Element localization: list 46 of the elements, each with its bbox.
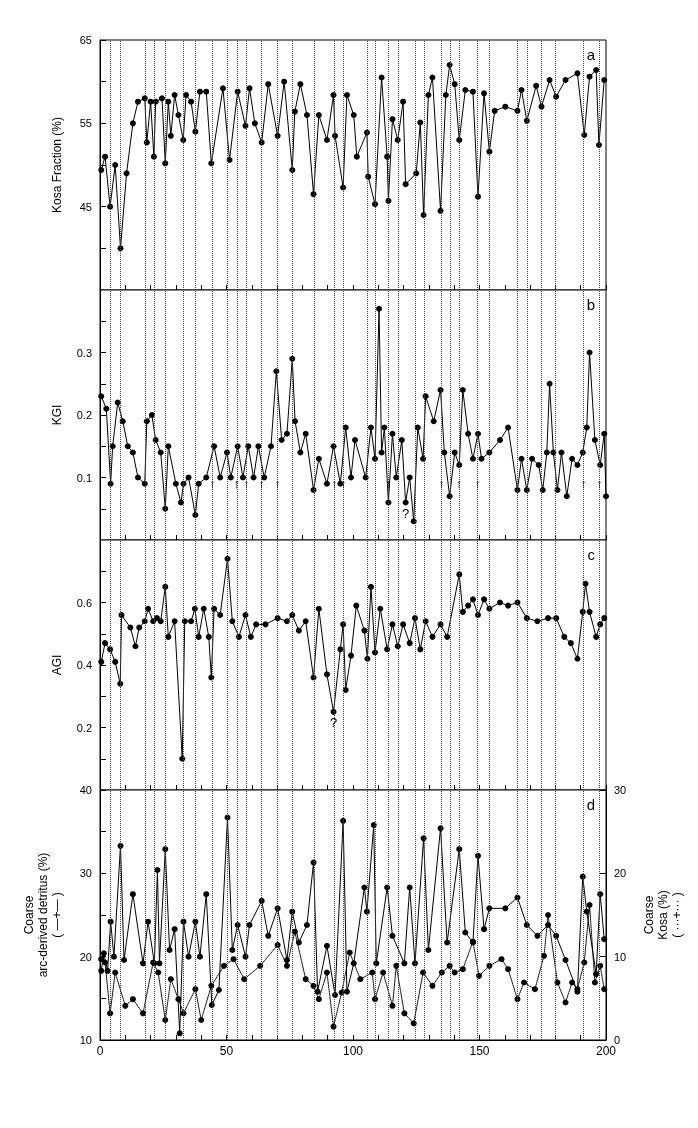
- y-axis-title: KGI: [50, 404, 64, 426]
- annotation: ↑: [331, 476, 338, 492]
- annotation: ?: [329, 714, 338, 730]
- y-tick-label: 0.2: [76, 721, 92, 734]
- y2-tick-label: 0: [614, 1034, 621, 1046]
- y-axis-title: AGI: [50, 654, 64, 676]
- annotation: ↑: [455, 476, 463, 492]
- chart-title: c: [587, 546, 596, 563]
- annotation: ?: [402, 505, 410, 521]
- annotation: ↑: [233, 476, 241, 492]
- chart-title: a: [586, 46, 596, 63]
- y-tick-label: 0.6: [76, 596, 92, 609]
- chart-title: d: [586, 796, 595, 813]
- y-tick-label: 30: [79, 867, 92, 880]
- x-tick-label: 0: [96, 1044, 104, 1058]
- annotation: ↑: [258, 476, 265, 492]
- y-tick-label: 0.3: [76, 346, 92, 359]
- x-tick-label: 150: [469, 1044, 490, 1058]
- x-tick-label: 100: [342, 1044, 364, 1058]
- x-tick-label: 50: [219, 1044, 234, 1058]
- y2-tick-label: 30: [614, 784, 627, 796]
- y-axis-title: Coarse arc-derived detritus (%) ( —+— ): [22, 852, 64, 978]
- annotation: ↑: [596, 476, 603, 492]
- y-tick-label: 45: [79, 200, 92, 213]
- y-tick-label: 0.2: [76, 409, 92, 421]
- y-tick-label: 0.1: [76, 471, 92, 484]
- y-tick-label: 10: [79, 1034, 92, 1046]
- y-tick-label: 20: [79, 950, 92, 963]
- y2-tick-label: 20: [614, 867, 627, 880]
- y2-axis-title: Coarse Kosa (%) ( ···+··· ): [642, 890, 684, 940]
- annotation: ↑: [339, 476, 347, 492]
- annotation: ↑: [474, 476, 481, 492]
- y-tick-label: 40: [79, 784, 92, 796]
- y-axis-title: Kosa Fraction (%): [50, 116, 64, 214]
- y2-tick-label: 10: [614, 950, 627, 963]
- annotation: ↑: [385, 476, 392, 492]
- y-tick-label: 65: [79, 34, 92, 46]
- annotation: ↑: [242, 476, 250, 492]
- annotation: ↑: [438, 476, 445, 492]
- chart-title: b: [586, 296, 595, 313]
- x-tick-label: 200: [595, 1044, 617, 1058]
- y-tick-label: 55: [79, 117, 92, 130]
- annotation: ↑: [580, 476, 587, 492]
- annotation: ↑: [209, 476, 216, 492]
- annotation: ↑: [274, 476, 281, 492]
- y-tick-label: 0.4: [76, 659, 92, 671]
